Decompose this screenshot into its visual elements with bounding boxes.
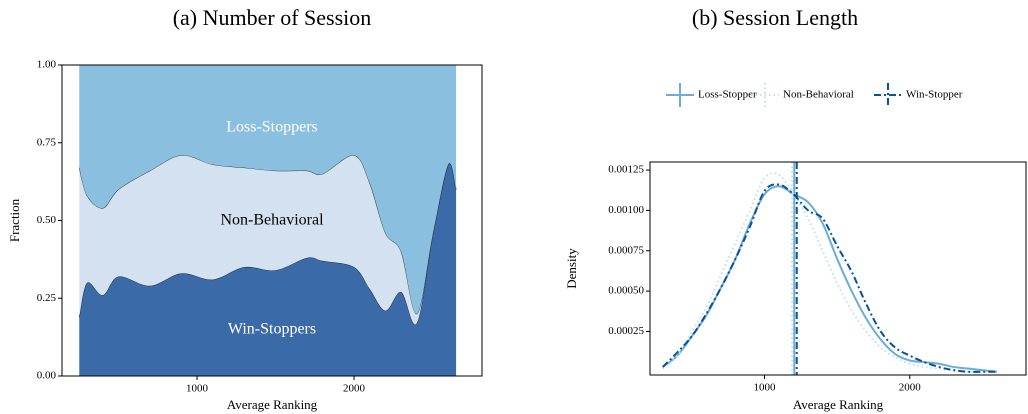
- y-tick-label: 0.75: [37, 136, 57, 148]
- density-line: [662, 183, 997, 373]
- x-tick-label: 1000: [753, 382, 776, 394]
- y-tick-label: 0.00075: [608, 244, 644, 256]
- y-tick-label: 0.00: [37, 370, 57, 382]
- y-axis-label: Density: [564, 248, 579, 289]
- legend-label: Win-Stopper: [906, 89, 963, 101]
- area: [79, 163, 457, 376]
- y-axis-label: Fraction: [7, 198, 22, 242]
- y-tick-label: 0.00050: [608, 285, 644, 297]
- y-tick-label: 0.50: [37, 214, 57, 226]
- x-tick-label: 2000: [343, 383, 366, 395]
- legend-label: Loss-Stopper: [698, 89, 757, 101]
- area-label: Win-Stoppers: [228, 321, 316, 338]
- density-line: [662, 172, 997, 373]
- legend-label: Non-Behavioral: [783, 89, 854, 101]
- density-line: [662, 185, 998, 373]
- y-tick-label: 1.00: [37, 59, 57, 71]
- x-axis-label: Average Ranking: [227, 397, 318, 412]
- area: [79, 155, 457, 325]
- x-tick-label: 2000: [899, 382, 922, 394]
- area: [79, 65, 457, 314]
- y-tick-label: 0.00025: [608, 325, 644, 337]
- y-tick-label: 0.25: [37, 292, 57, 304]
- x-axis-label: Average Ranking: [793, 397, 884, 412]
- area-label: Non-Behavioral: [220, 212, 324, 229]
- y-tick-label: 0.00100: [608, 204, 644, 216]
- chart-title: (b) Session Length: [692, 5, 858, 30]
- y-tick-label: 0.00125: [608, 164, 644, 176]
- area-label: Loss-Stoppers: [226, 119, 318, 136]
- plot-frame: [649, 161, 1027, 376]
- chart-title: (a) Number of Session: [173, 5, 372, 30]
- x-tick-label: 1000: [186, 383, 209, 395]
